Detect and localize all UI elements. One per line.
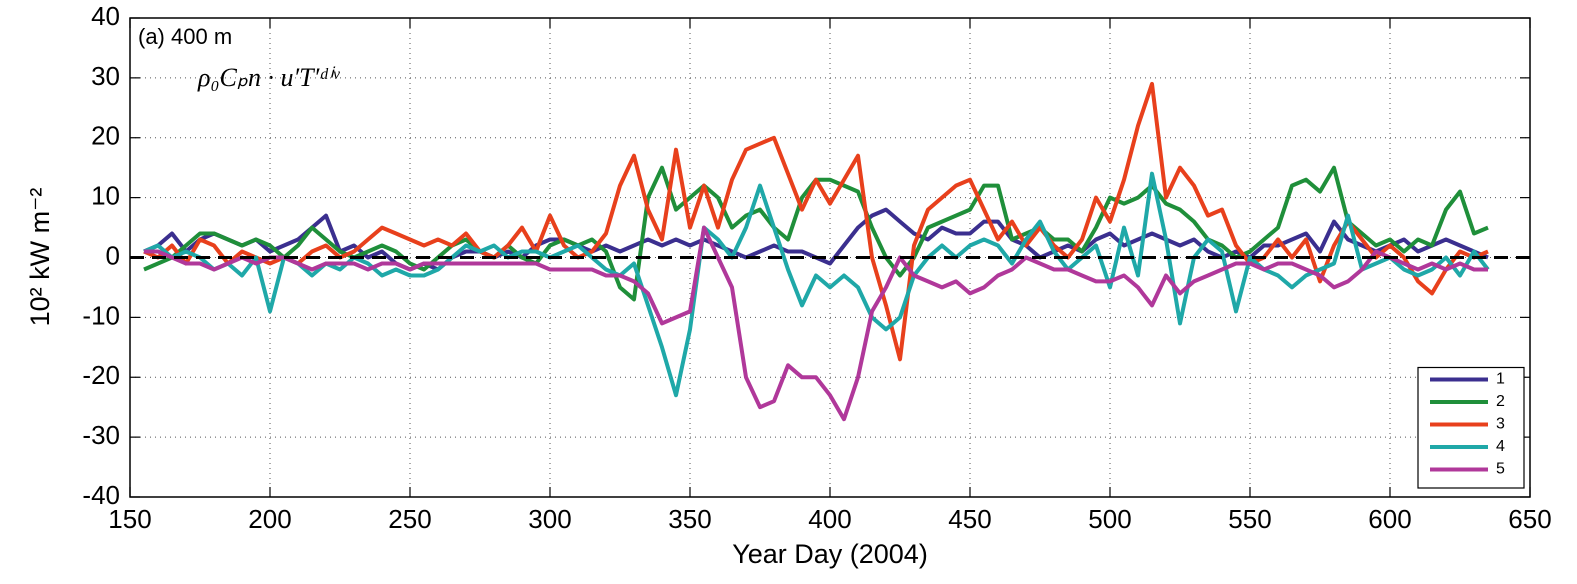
legend-label: 4 (1496, 438, 1505, 455)
x-tick-label: 350 (668, 504, 711, 534)
legend-label: 3 (1496, 416, 1505, 433)
y-tick-label: 10 (91, 181, 120, 211)
x-tick-label: 650 (1508, 504, 1551, 534)
x-axis-label: Year Day (2004) (732, 539, 928, 569)
plot-frame (129, 17, 1531, 498)
y-tick-label: 20 (91, 121, 120, 151)
y-tick-label: 30 (91, 61, 120, 91)
legend-label: 1 (1496, 371, 1505, 388)
y-tick-label: -40 (82, 480, 120, 510)
series-line (144, 225, 1488, 422)
annotation: ρ₀Cₚn · u′T′ᵈⁱᵛ (197, 63, 340, 92)
x-tick-label: 550 (1228, 504, 1271, 534)
x-tick-label: 250 (388, 504, 431, 534)
chart-title: (a) 400 m (138, 24, 232, 49)
y-tick-label: 40 (91, 1, 120, 31)
series-line (143, 207, 1489, 272)
x-tick-label: 500 (1088, 504, 1131, 534)
y-axis-label: 10² kW m⁻² (25, 188, 55, 327)
y-tick-label: -10 (82, 300, 120, 330)
legend-label: 5 (1496, 461, 1505, 478)
legend-label: 2 (1496, 393, 1505, 410)
x-tick-label: 300 (528, 504, 571, 534)
series-line (143, 81, 1489, 362)
y-tick-label: 0 (106, 240, 120, 270)
x-tick-label: 450 (948, 504, 991, 534)
x-tick-label: 200 (248, 504, 291, 534)
x-tick-label: 400 (808, 504, 851, 534)
y-tick-label: -20 (82, 360, 120, 390)
x-tick-label: 600 (1368, 504, 1411, 534)
y-tick-label: -30 (82, 420, 120, 450)
x-tick-label: 150 (108, 504, 151, 534)
